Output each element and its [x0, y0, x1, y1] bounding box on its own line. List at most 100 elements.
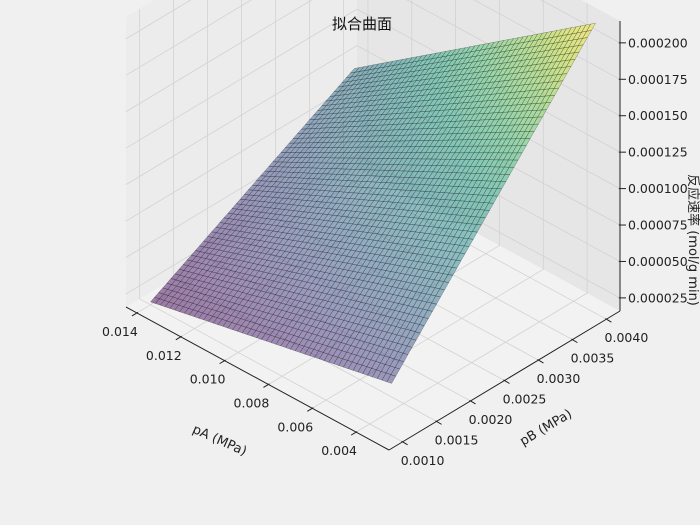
surface-patch	[174, 304, 185, 312]
surface-patch	[323, 345, 333, 355]
surface-patch	[217, 239, 228, 246]
surface-patch	[182, 295, 193, 302]
chart-title: 拟合曲面	[332, 15, 392, 33]
surface-patch	[235, 272, 246, 280]
surface-patch	[453, 229, 464, 238]
surface-patch	[434, 227, 444, 236]
surface-patch	[419, 317, 429, 327]
surface-patch	[503, 159, 514, 168]
surface-patch	[371, 219, 382, 228]
surface-patch	[265, 176, 276, 182]
surface-patch	[191, 291, 202, 299]
surface-patch	[394, 258, 405, 267]
surface-patch	[327, 339, 337, 348]
surface-patch	[429, 271, 439, 281]
surface-patch	[481, 173, 492, 182]
z-tick-label: 0.000175	[628, 72, 688, 87]
surface-patch	[300, 188, 311, 196]
surface-patch	[262, 224, 273, 231]
surface-patch	[372, 152, 383, 159]
surface-patch	[504, 166, 515, 175]
surface-patch	[304, 178, 315, 185]
x-tick	[350, 431, 358, 436]
surface-patch	[273, 275, 284, 283]
surface-patch	[247, 256, 258, 264]
surface-patch	[246, 328, 257, 337]
surface-patch	[340, 163, 351, 170]
surface-patch	[351, 354, 362, 364]
surface-patch	[411, 197, 422, 205]
surface-patch	[210, 297, 221, 305]
surface-patch	[276, 220, 287, 227]
x-tick	[219, 359, 226, 365]
surface-patch	[402, 158, 413, 166]
surface-patch	[186, 290, 197, 297]
surface-patch	[414, 225, 425, 233]
y-tick-label: 0.0035	[571, 351, 615, 366]
surface-patch	[250, 276, 261, 284]
z-grid-left	[125, 45, 358, 185]
y-tick	[605, 318, 612, 323]
surface-patch	[442, 266, 453, 275]
surface-patch	[392, 287, 403, 296]
surface-patch	[460, 159, 471, 167]
surface-patch	[348, 314, 358, 324]
surface-patch	[473, 187, 483, 196]
surface-patch	[381, 182, 392, 190]
y-tick-label: 0.0010	[401, 453, 445, 468]
surface-patch	[273, 237, 284, 245]
surface-patch	[409, 268, 420, 277]
surface-patch	[397, 196, 408, 204]
surface-patch	[451, 259, 462, 269]
surface-patch	[350, 293, 361, 302]
surface-patch	[316, 162, 327, 169]
surface-patch	[275, 295, 286, 304]
y-tick-label: 0.0015	[435, 432, 479, 447]
surface-patch	[384, 301, 395, 310]
surface-patch	[228, 289, 239, 297]
surface-patch	[232, 323, 242, 332]
surface-patch	[254, 270, 265, 278]
surface-patch	[346, 249, 357, 258]
z-tick-label: 0.000050	[628, 254, 688, 269]
x-tick	[263, 383, 270, 388]
surface-patch	[336, 209, 347, 217]
surface-patch	[368, 232, 378, 241]
surface-patch	[311, 237, 322, 245]
surface-patch	[329, 191, 340, 198]
surface-patch	[328, 355, 339, 365]
surface-patch	[375, 254, 385, 263]
surface-patch	[368, 282, 379, 291]
surface-patch	[289, 335, 299, 344]
surface-patch	[330, 234, 341, 242]
surface-patch	[308, 212, 319, 220]
surface-patch	[221, 313, 232, 322]
surface-patch	[243, 221, 254, 228]
surface-patch	[333, 86, 344, 93]
surface-patch	[208, 242, 219, 250]
surface-patch	[359, 287, 370, 296]
surface-patch	[215, 298, 226, 306]
surface-patch	[394, 170, 405, 178]
surface-patch	[279, 332, 290, 341]
x-tick-label: 0.012	[146, 348, 182, 363]
x-tick-label: 0.004	[321, 443, 357, 458]
surface-patch	[434, 234, 445, 243]
surface-patch	[332, 215, 343, 223]
surface-patch	[289, 210, 300, 217]
surface-patch	[306, 162, 317, 169]
surface-patch	[445, 159, 456, 167]
surface-patch	[345, 163, 356, 170]
surface-patch	[311, 231, 321, 239]
surface-patch	[224, 294, 235, 303]
surface-patch	[236, 278, 247, 287]
surface-patch	[241, 326, 252, 335]
surface-patch	[414, 324, 425, 334]
surface-patch	[203, 241, 214, 249]
z-tick-label: 0.000125	[628, 145, 688, 160]
surface-patch	[352, 363, 363, 373]
surface-patch	[290, 152, 301, 158]
surface-patch	[281, 187, 292, 194]
surface-patch	[268, 230, 279, 238]
surface-patch	[495, 173, 506, 182]
